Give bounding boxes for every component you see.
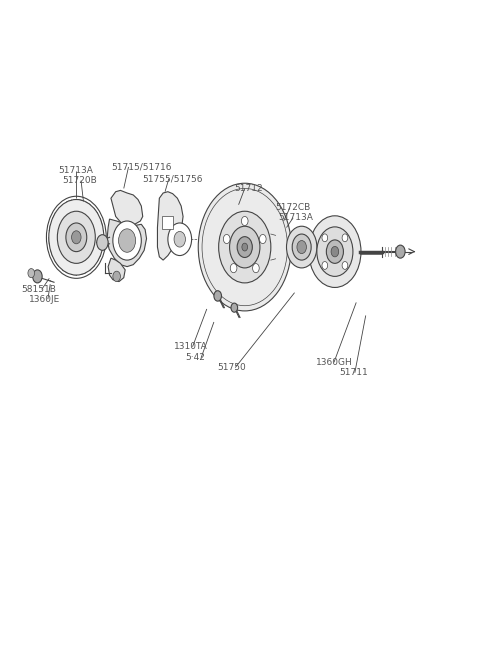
Text: 1310TA: 1310TA [174, 342, 207, 351]
Text: 1360JE: 1360JE [29, 295, 60, 304]
Text: 51755/51756: 51755/51756 [143, 174, 203, 183]
Text: 51711: 51711 [340, 369, 368, 377]
Circle shape [322, 234, 328, 242]
Circle shape [113, 221, 141, 260]
Circle shape [396, 245, 405, 258]
Text: 51715/51716: 51715/51716 [111, 162, 171, 171]
Text: 51712: 51712 [234, 184, 263, 193]
Circle shape [342, 261, 348, 269]
Circle shape [231, 303, 238, 312]
Polygon shape [107, 219, 146, 267]
Circle shape [113, 271, 120, 282]
Text: 58151B: 58151B [22, 285, 57, 294]
Text: 51713A: 51713A [59, 166, 94, 175]
Circle shape [96, 235, 108, 250]
Circle shape [260, 235, 266, 244]
Circle shape [252, 263, 259, 273]
Circle shape [214, 290, 221, 301]
Circle shape [28, 269, 35, 278]
Circle shape [66, 223, 87, 252]
Circle shape [241, 216, 248, 225]
Circle shape [33, 270, 42, 283]
Circle shape [219, 212, 271, 283]
Circle shape [342, 234, 348, 242]
Circle shape [223, 235, 230, 244]
Circle shape [57, 212, 96, 263]
Circle shape [174, 231, 185, 247]
Polygon shape [111, 191, 143, 225]
Circle shape [242, 243, 248, 251]
Circle shape [326, 240, 343, 263]
Circle shape [119, 229, 136, 252]
Text: 5·42: 5·42 [185, 353, 205, 362]
Circle shape [49, 200, 104, 275]
Circle shape [317, 227, 353, 277]
Circle shape [168, 223, 192, 256]
Circle shape [322, 261, 328, 269]
Circle shape [229, 226, 260, 268]
Polygon shape [108, 258, 125, 282]
Circle shape [292, 234, 311, 260]
Circle shape [230, 263, 237, 273]
Circle shape [297, 240, 306, 254]
Text: 51750: 51750 [217, 363, 246, 372]
Text: 5172CB: 5172CB [275, 204, 311, 212]
FancyBboxPatch shape [162, 216, 173, 229]
Circle shape [198, 183, 291, 311]
Circle shape [72, 231, 81, 244]
Circle shape [309, 215, 361, 288]
Text: 51720B: 51720B [62, 176, 97, 185]
Circle shape [331, 246, 339, 257]
Circle shape [287, 226, 317, 268]
Circle shape [237, 237, 252, 258]
Polygon shape [157, 192, 183, 260]
Text: 1360GH: 1360GH [316, 358, 353, 367]
Text: 51713A: 51713A [278, 214, 313, 222]
